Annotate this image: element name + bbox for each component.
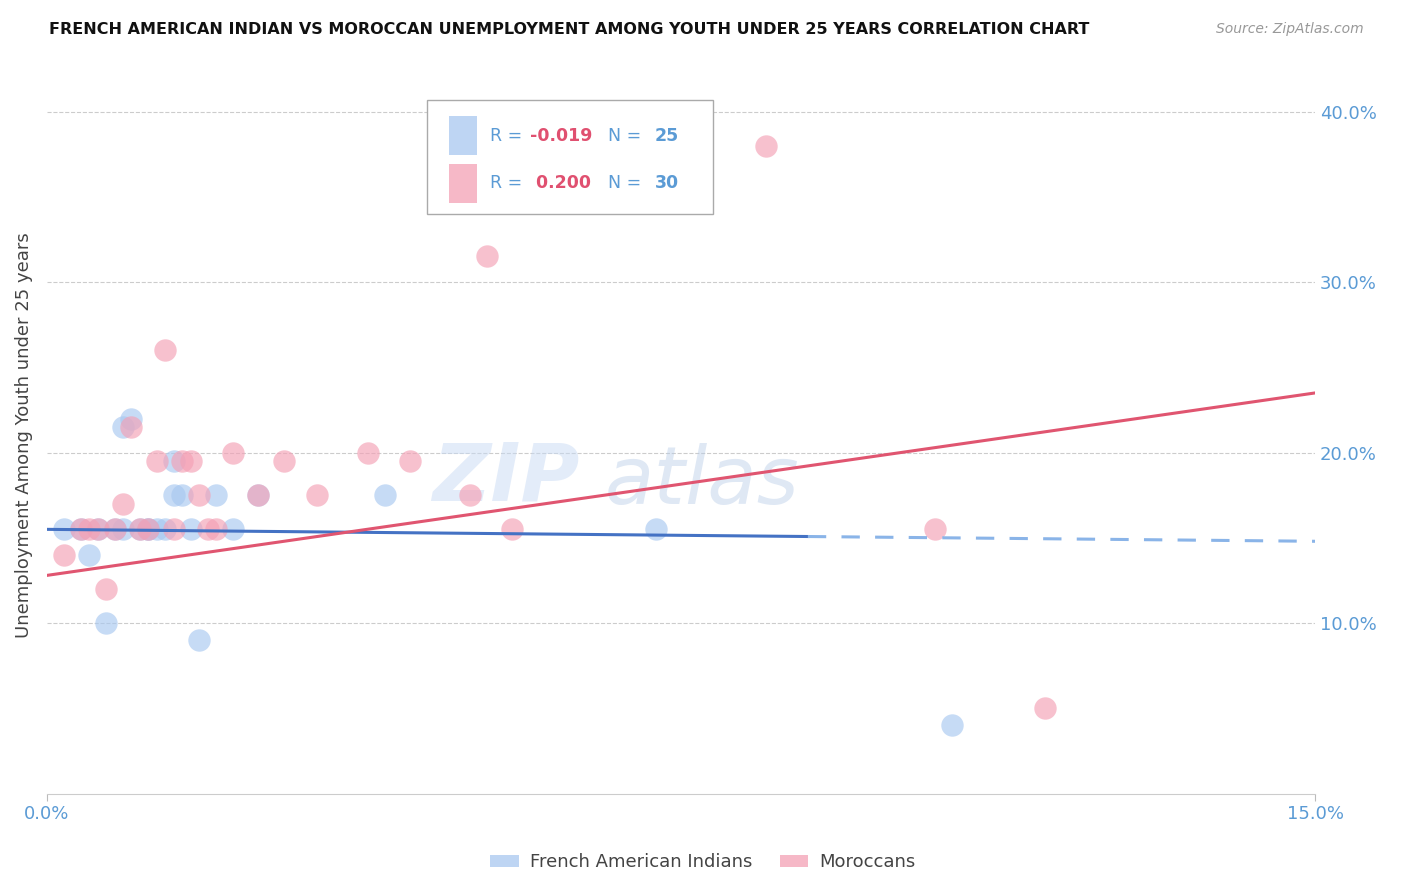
Text: Source: ZipAtlas.com: Source: ZipAtlas.com bbox=[1216, 22, 1364, 37]
Point bbox=[399, 454, 422, 468]
Point bbox=[307, 488, 329, 502]
Point bbox=[138, 522, 160, 536]
Text: FRENCH AMERICAN INDIAN VS MOROCCAN UNEMPLOYMENT AMONG YOUTH UNDER 25 YEARS CORRE: FRENCH AMERICAN INDIAN VS MOROCCAN UNEMP… bbox=[49, 22, 1090, 37]
Text: R =: R = bbox=[489, 175, 527, 193]
Text: N =: N = bbox=[598, 127, 647, 145]
Legend: French American Indians, Moroccans: French American Indians, Moroccans bbox=[484, 847, 922, 879]
Point bbox=[138, 522, 160, 536]
Text: 0.200: 0.200 bbox=[530, 175, 591, 193]
Point bbox=[86, 522, 108, 536]
Point bbox=[120, 411, 142, 425]
Point bbox=[155, 343, 177, 358]
Point bbox=[94, 582, 117, 596]
Bar bbox=[449, 116, 477, 155]
Point bbox=[111, 497, 134, 511]
Point bbox=[188, 488, 211, 502]
Point bbox=[644, 522, 666, 536]
Point bbox=[247, 488, 270, 502]
Point bbox=[146, 522, 169, 536]
Point bbox=[94, 616, 117, 631]
Point bbox=[103, 522, 125, 536]
FancyBboxPatch shape bbox=[427, 101, 713, 213]
Point bbox=[205, 488, 228, 502]
Point bbox=[111, 522, 134, 536]
Point bbox=[163, 522, 186, 536]
Text: ZIP: ZIP bbox=[432, 440, 579, 517]
Point bbox=[111, 420, 134, 434]
Y-axis label: Unemployment Among Youth under 25 years: Unemployment Among Youth under 25 years bbox=[15, 233, 32, 639]
Point bbox=[501, 522, 523, 536]
Point bbox=[222, 522, 245, 536]
Point bbox=[755, 138, 778, 153]
Point bbox=[77, 548, 100, 562]
Point bbox=[103, 522, 125, 536]
Point bbox=[69, 522, 91, 536]
Point bbox=[374, 488, 396, 502]
Point bbox=[172, 488, 194, 502]
Point bbox=[273, 454, 295, 468]
Point bbox=[129, 522, 152, 536]
Point bbox=[941, 718, 963, 732]
Point bbox=[146, 454, 169, 468]
Point bbox=[163, 454, 186, 468]
Text: 30: 30 bbox=[654, 175, 679, 193]
Point bbox=[138, 522, 160, 536]
Point bbox=[924, 522, 946, 536]
Point bbox=[129, 522, 152, 536]
Point bbox=[86, 522, 108, 536]
Point bbox=[180, 522, 202, 536]
Bar bbox=[449, 164, 477, 203]
Point bbox=[52, 522, 75, 536]
Point bbox=[475, 250, 498, 264]
Point bbox=[357, 445, 380, 459]
Point bbox=[172, 454, 194, 468]
Point bbox=[52, 548, 75, 562]
Text: atlas: atlas bbox=[605, 443, 800, 521]
Point bbox=[120, 420, 142, 434]
Point bbox=[163, 488, 186, 502]
Point bbox=[180, 454, 202, 468]
Text: -0.019: -0.019 bbox=[530, 127, 592, 145]
Point bbox=[155, 522, 177, 536]
Text: 25: 25 bbox=[654, 127, 679, 145]
Point bbox=[247, 488, 270, 502]
Point bbox=[458, 488, 481, 502]
Point bbox=[197, 522, 219, 536]
Point bbox=[222, 445, 245, 459]
Point bbox=[205, 522, 228, 536]
Point bbox=[77, 522, 100, 536]
Point bbox=[1033, 701, 1056, 715]
Text: N =: N = bbox=[598, 175, 647, 193]
Point bbox=[188, 633, 211, 648]
Text: R =: R = bbox=[489, 127, 527, 145]
Point bbox=[69, 522, 91, 536]
